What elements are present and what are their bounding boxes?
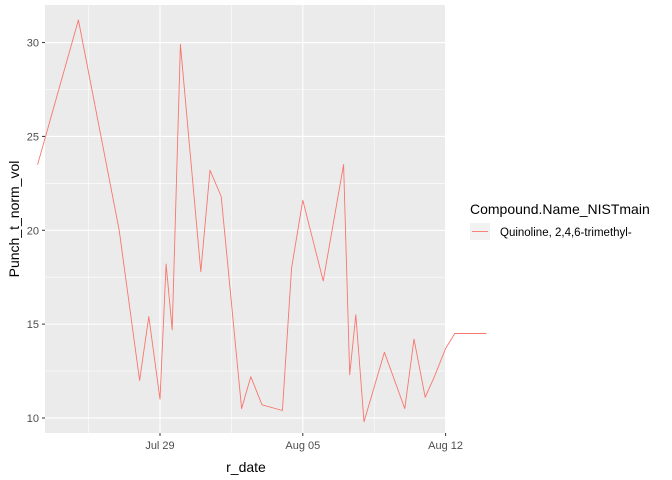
legend-label: Quinoline, 2,4,6-trimethyl- (500, 227, 632, 239)
series-layer (37, 19, 487, 423)
plot-panel (45, 5, 445, 433)
minor-gridlines (45, 5, 445, 433)
x-tick-label: Jul 29 (145, 440, 174, 452)
x-axis-ticks: Jul 29 Aug 05 Aug 12 (145, 433, 463, 452)
x-axis-title: r_date (226, 459, 266, 475)
y-tick-label: 10 (27, 413, 39, 425)
legend: Compound.Name_NISTmain Quinoline, 2,4,6-… (470, 201, 650, 240)
x-tick-label: Aug 05 (285, 440, 320, 452)
y-axis-ticks: 10 15 20 25 30 (27, 38, 45, 425)
y-tick-label: 15 (27, 319, 39, 331)
x-tick-label: Aug 12 (428, 440, 463, 452)
legend-title: Compound.Name_NISTmain (470, 201, 650, 217)
y-axis-title: Punch_t_norm_vol (6, 161, 22, 278)
y-tick-label: 30 (27, 38, 39, 50)
series-line (37, 19, 487, 423)
y-tick-label: 20 (27, 225, 39, 237)
major-gridlines (45, 5, 445, 433)
y-tick-label: 25 (27, 131, 39, 143)
